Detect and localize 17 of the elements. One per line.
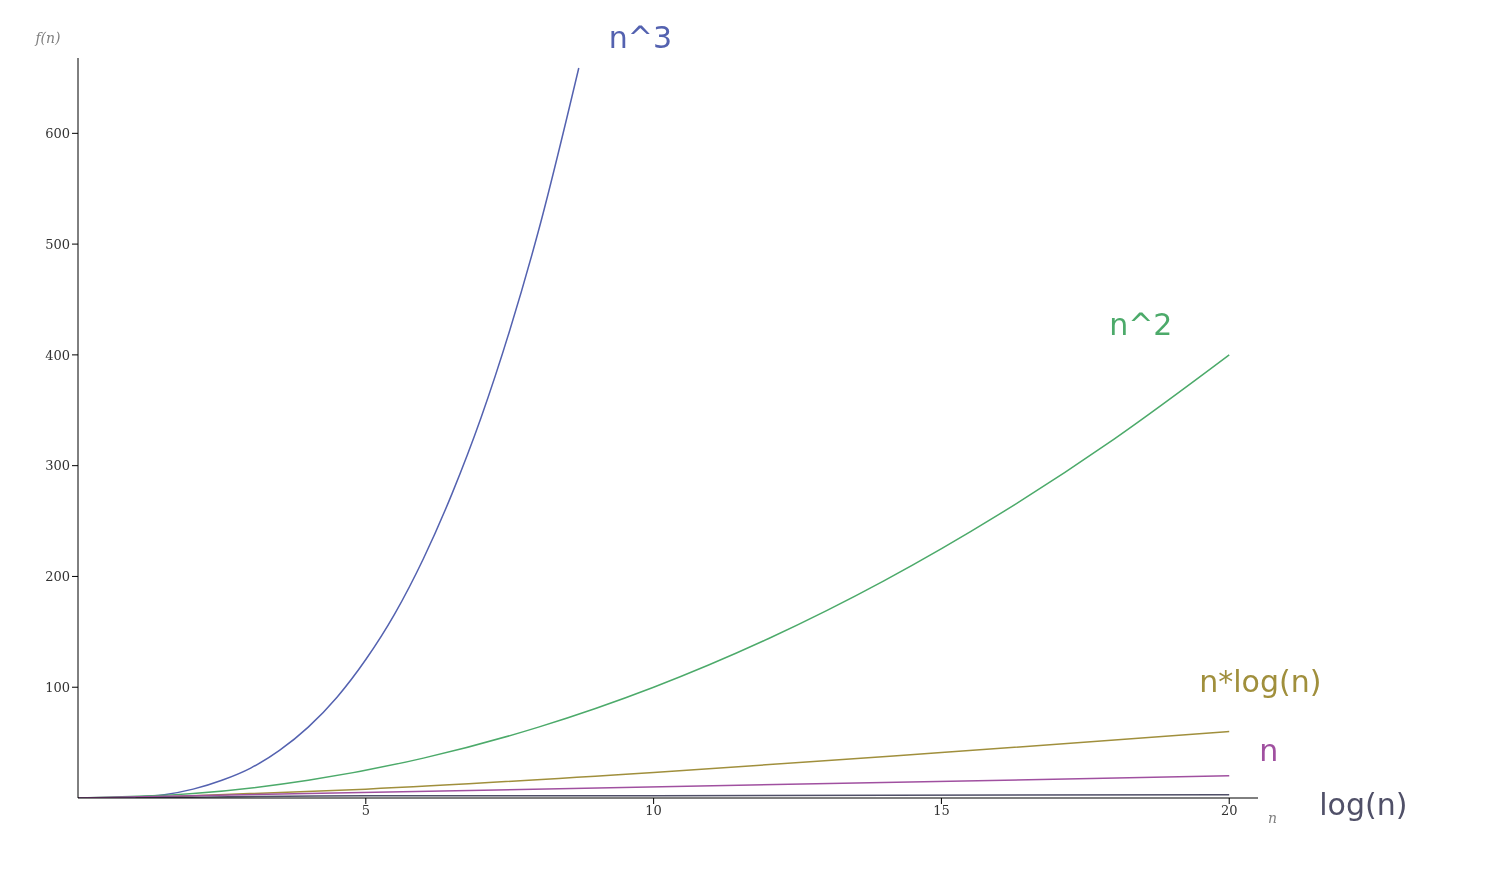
series-label: n^2 [1109,306,1173,342]
series-label: n^3 [608,19,673,55]
y-tick-label: 300 [45,458,70,474]
series-label: n [1259,732,1279,768]
x-tick-label: 10 [645,803,662,819]
x-axis-title: n [1268,809,1278,826]
y-tick-label: 200 [45,569,70,585]
y-axis-title: f(n) [34,30,61,46]
x-tick-label: 20 [1220,803,1238,819]
y-tick-label: 500 [45,236,70,252]
series-label: n*log(n) [1199,663,1322,699]
text: log(n) [1319,786,1408,822]
y-tick-label: 100 [45,679,70,695]
y-tick-label: 600 [45,125,70,141]
y-tick-label: 400 [45,347,70,363]
x-tick-label: 15 [933,803,950,819]
x-tick-label: 5 [361,803,370,819]
